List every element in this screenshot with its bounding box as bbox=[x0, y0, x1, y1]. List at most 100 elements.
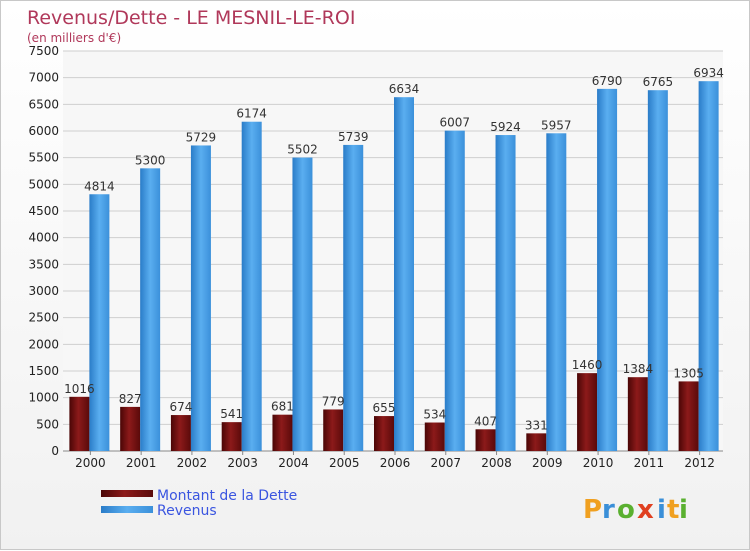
watermark-logo: P r o x i t i bbox=[583, 495, 688, 525]
y-tick-label: 1500 bbox=[28, 364, 59, 378]
x-tick-label: 2003 bbox=[227, 456, 258, 470]
value-label-revenus: 5957 bbox=[541, 118, 572, 132]
svg-text:x: x bbox=[637, 495, 654, 525]
value-label-dette: 674 bbox=[169, 400, 192, 414]
bar-revenus bbox=[394, 97, 414, 451]
x-tick-label: 2012 bbox=[684, 456, 715, 470]
bar-revenus bbox=[597, 88, 618, 451]
y-tick-label: 2500 bbox=[28, 311, 59, 325]
value-label-dette: 407 bbox=[474, 414, 497, 428]
x-axis-ticks: 2000 2001 2002 2003 2004 2005 2006 2007 2008 2009… bbox=[75, 451, 715, 470]
y-tick-label: 500 bbox=[36, 417, 59, 431]
value-label-dette: 1016 bbox=[64, 382, 95, 396]
value-label-dette: 1384 bbox=[623, 362, 654, 376]
y-tick-label: 0 bbox=[51, 444, 59, 458]
value-label-dette: 331 bbox=[525, 418, 548, 432]
bar-dette bbox=[374, 416, 394, 451]
x-tick-label: 2004 bbox=[278, 456, 309, 470]
bar-revenus bbox=[444, 130, 465, 452]
y-tick-label: 6500 bbox=[28, 97, 59, 111]
value-labels: 1016 4814 827 5300 674 5729 541 6174 681 5502 779 5… bbox=[64, 66, 724, 432]
x-tick-label: 2010 bbox=[583, 456, 614, 470]
svg-text:r: r bbox=[602, 495, 615, 525]
svg-text:P: P bbox=[583, 495, 602, 525]
bar-revenus bbox=[647, 90, 668, 451]
value-label-dette: 1460 bbox=[572, 358, 603, 372]
legend: Montant de la Dette Revenus bbox=[101, 488, 297, 519]
bar-revenus bbox=[546, 133, 567, 451]
x-tick-label: 2001 bbox=[126, 456, 157, 470]
value-label-revenus: 6765 bbox=[643, 75, 674, 89]
legend-label-dette: Montant de la Dette bbox=[157, 488, 297, 504]
value-label-dette: 827 bbox=[119, 392, 142, 406]
value-label-dette: 681 bbox=[271, 400, 294, 414]
bar-revenus bbox=[495, 135, 516, 451]
svg-text:i: i bbox=[657, 495, 666, 525]
value-label-revenus: 6790 bbox=[592, 74, 623, 88]
svg-text:t: t bbox=[667, 495, 679, 525]
value-label-dette: 655 bbox=[373, 401, 396, 415]
x-tick-label: 2008 bbox=[481, 456, 512, 470]
y-axis-ticks: 0 500 1000 1500 2000 2500 3000 3500 4000 4500 5000… bbox=[28, 44, 59, 458]
svg-text:o: o bbox=[617, 495, 635, 525]
x-tick-label: 2007 bbox=[430, 456, 461, 470]
legend-swatch-revenus bbox=[101, 506, 153, 513]
bar-dette bbox=[475, 429, 496, 451]
value-label-revenus: 6634 bbox=[389, 82, 420, 96]
bar-revenus bbox=[140, 168, 161, 452]
value-label-revenus: 5924 bbox=[490, 120, 521, 134]
x-tick-label: 2000 bbox=[75, 456, 106, 470]
svg-text:i: i bbox=[679, 495, 688, 525]
value-label-revenus: 5729 bbox=[186, 130, 217, 144]
y-tick-label: 2000 bbox=[28, 337, 59, 351]
value-label-revenus: 5739 bbox=[338, 130, 369, 144]
bar-revenus bbox=[241, 121, 262, 451]
y-tick-label: 4000 bbox=[28, 231, 59, 245]
x-tick-label: 2005 bbox=[329, 456, 360, 470]
bars bbox=[69, 81, 719, 452]
value-label-revenus: 4814 bbox=[84, 179, 115, 193]
value-label-revenus: 6007 bbox=[439, 116, 470, 130]
value-label-revenus: 6174 bbox=[236, 107, 267, 121]
bar-dette bbox=[678, 381, 699, 451]
value-label-dette: 1305 bbox=[673, 366, 704, 380]
bar-revenus bbox=[89, 194, 110, 451]
value-label-dette: 534 bbox=[423, 408, 446, 422]
bar-dette bbox=[69, 396, 90, 451]
value-label-dette: 541 bbox=[220, 407, 243, 421]
y-tick-label: 5000 bbox=[28, 177, 59, 191]
legend-swatch-dette bbox=[101, 490, 153, 497]
bar-revenus bbox=[190, 145, 211, 451]
x-tick-label: 2006 bbox=[380, 456, 411, 470]
y-tick-label: 3500 bbox=[28, 257, 59, 271]
y-tick-label: 5500 bbox=[28, 151, 59, 165]
y-tick-label: 7500 bbox=[28, 44, 59, 58]
x-tick-label: 2009 bbox=[532, 456, 563, 470]
plot-area bbox=[63, 51, 723, 451]
bar-dette bbox=[627, 377, 648, 451]
bar-dette bbox=[323, 409, 344, 451]
bar-dette bbox=[272, 414, 293, 451]
x-tick-label: 2011 bbox=[634, 456, 665, 470]
chart-subtitle: (en milliers d'€) bbox=[27, 31, 121, 45]
legend-label-revenus: Revenus bbox=[157, 503, 217, 519]
bar-dette bbox=[120, 406, 141, 451]
bar-revenus bbox=[698, 81, 719, 451]
value-label-revenus: 6934 bbox=[693, 66, 724, 80]
bar-revenus bbox=[292, 157, 313, 451]
y-tick-label: 6000 bbox=[28, 124, 59, 138]
x-tick-label: 2002 bbox=[177, 456, 208, 470]
y-tick-label: 1000 bbox=[28, 391, 59, 405]
value-label-revenus: 5300 bbox=[135, 153, 166, 167]
bar-dette bbox=[526, 433, 547, 451]
y-tick-label: 7000 bbox=[28, 71, 59, 85]
bar-dette bbox=[577, 373, 598, 451]
bar-revenus bbox=[343, 144, 364, 452]
chart-title: Revenus/Dette - LE MESNIL-LE-ROI bbox=[27, 7, 355, 29]
value-label-dette: 779 bbox=[322, 394, 345, 408]
bar-dette bbox=[170, 415, 191, 451]
y-tick-label: 3000 bbox=[28, 284, 59, 298]
bar-dette bbox=[424, 422, 445, 451]
